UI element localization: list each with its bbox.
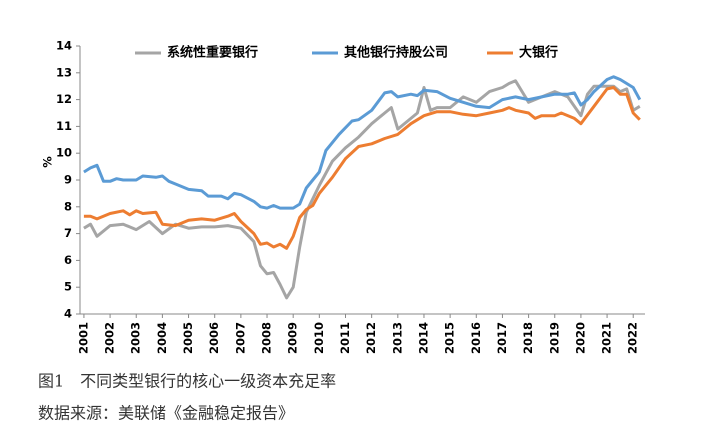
- x-tick-label: 2017: [495, 322, 509, 354]
- x-tick-label: 2005: [181, 322, 195, 354]
- legend-label: 大银行: [519, 45, 558, 61]
- x-tick-label: 2020: [573, 322, 587, 354]
- x-tick-label: 2018: [521, 322, 535, 354]
- x-tick-label: 2007: [233, 322, 247, 354]
- x-tick-label: 2016: [469, 322, 483, 354]
- legend-label: 系统性重要银行: [167, 45, 258, 61]
- x-tick-label: 2001: [76, 322, 90, 354]
- x-tick-label: 2015: [443, 322, 457, 354]
- x-tick-label: 2022: [626, 322, 640, 354]
- caption: 图1 不同类型银行的核心一级资本充足率: [38, 372, 336, 391]
- y-tick-label: 9: [64, 173, 72, 187]
- y-tick-label: 8: [64, 199, 72, 213]
- y-tick-label: 7: [64, 226, 72, 240]
- x-tick-label: 2011: [338, 322, 352, 354]
- y-axis-label: %: [41, 156, 55, 168]
- series-line: [83, 75, 642, 210]
- y-tick-label: 11: [56, 119, 72, 133]
- series-line: [83, 79, 641, 300]
- y-tick-label: 6: [64, 253, 72, 267]
- x-tick-label: 2002: [103, 322, 117, 354]
- legend-label: 其他银行持股公司: [344, 45, 448, 61]
- y-tick-label: 5: [64, 280, 72, 294]
- series-line: [83, 86, 641, 250]
- x-tick-label: 2014: [416, 322, 430, 354]
- x-tick-label: 2012: [364, 322, 378, 354]
- x-tick-label: 2006: [207, 322, 221, 354]
- y-tick-label: 12: [56, 92, 72, 106]
- y-tick-label: 4: [64, 307, 72, 321]
- x-tick-label: 2013: [390, 322, 404, 354]
- x-tick-label: 2003: [129, 322, 143, 354]
- source: 数据来源：美联储《金融稳定报告》: [38, 404, 294, 423]
- x-tick-label: 2010: [312, 322, 326, 354]
- x-tick-label: 2021: [600, 322, 614, 354]
- x-tick-label: 2004: [155, 322, 169, 354]
- y-tick-label: 14: [56, 39, 72, 53]
- y-tick-label: 10: [56, 146, 72, 160]
- x-tick-label: 2019: [547, 322, 561, 354]
- x-tick-label: 2009: [286, 322, 300, 354]
- y-tick-label: 13: [56, 65, 72, 79]
- x-tick-label: 2008: [260, 322, 274, 354]
